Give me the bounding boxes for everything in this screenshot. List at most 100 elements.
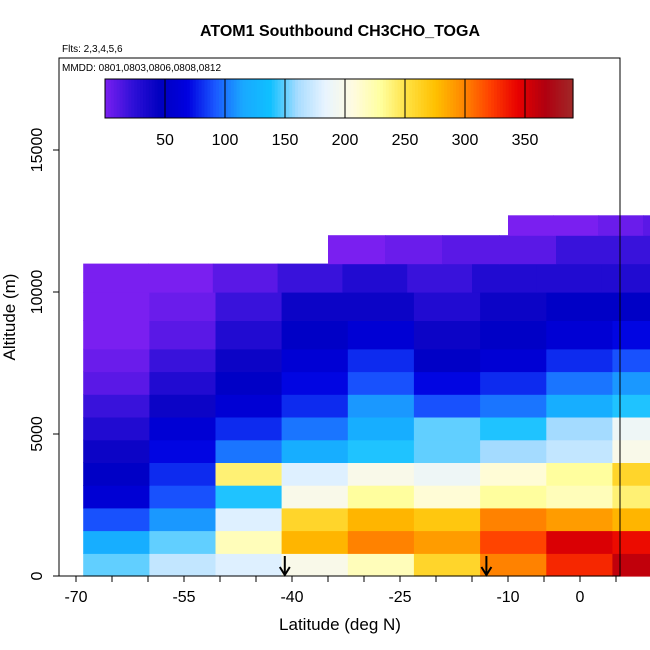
- colorbar-swatch: [195, 79, 200, 118]
- x-tick-label: -25: [388, 589, 411, 606]
- colorbar-swatch: [160, 79, 165, 118]
- heatmap-cell: [536, 263, 603, 293]
- colorbar-swatch: [438, 79, 442, 118]
- colorbar-swatch: [470, 79, 475, 118]
- colorbar-swatch: [315, 79, 320, 118]
- flight-arrow: [480, 556, 493, 577]
- x-tick-label: -55: [172, 589, 195, 606]
- heatmap-cell: [281, 439, 349, 463]
- colorbar-swatch: [450, 79, 454, 118]
- heatmap-cell: [480, 462, 547, 486]
- colorbar-swatch: [555, 79, 559, 118]
- dates-note: MMDD: 0801,0803,0806,0808,0812: [62, 63, 221, 74]
- heatmap-cell: [342, 263, 408, 293]
- colorbar-swatch: [216, 79, 220, 118]
- colorbar-swatch: [488, 79, 492, 118]
- colorbar-swatch: [265, 79, 270, 118]
- colorbar-swatch: [526, 79, 530, 118]
- heatmap-cell: [546, 485, 613, 509]
- colorbar-swatch: [134, 79, 138, 118]
- colorbar-tick-label: 250: [392, 132, 419, 149]
- colorbar-tick-label: 100: [212, 132, 239, 149]
- heatmap-cell: [215, 320, 283, 350]
- colorbar-swatch: [318, 79, 323, 118]
- colorbar-swatch: [113, 79, 118, 118]
- colorbar-swatch: [262, 79, 267, 118]
- heatmap-cell: [612, 553, 650, 577]
- heatmap-cell: [601, 263, 650, 293]
- flight-arrows: [278, 556, 493, 577]
- colorbar-swatch: [362, 79, 366, 118]
- colorbar-swatch: [499, 79, 504, 118]
- colorbar-swatch: [391, 79, 396, 118]
- heatmap-cell: [347, 292, 415, 321]
- colorbar-swatch: [415, 79, 419, 118]
- heatmap-cell: [413, 320, 481, 350]
- colorbar-swatch: [350, 79, 355, 118]
- heatmap-cell: [407, 263, 473, 293]
- heatmap-cell: [413, 394, 481, 418]
- heatmap-cell: [347, 507, 415, 532]
- heatmap-cell: [612, 292, 650, 321]
- heatmap-cell: [508, 215, 554, 236]
- heatmap-cell: [480, 417, 547, 441]
- colorbar-swatch: [183, 79, 188, 118]
- colorbar-swatch: [224, 79, 229, 118]
- colorbar-swatch: [204, 79, 208, 118]
- colorbar-swatch: [119, 79, 124, 118]
- colorbar-swatch: [137, 79, 141, 118]
- colorbar-swatch: [210, 79, 214, 118]
- x-tick-label: -10: [496, 589, 519, 606]
- heatmap-cell: [281, 292, 349, 321]
- colorbar-swatch: [514, 79, 519, 118]
- colorbar-swatch: [222, 79, 226, 118]
- heatmap-cell: [546, 394, 613, 418]
- heatmap-cell: [83, 263, 149, 293]
- colorbar-swatch: [230, 79, 235, 118]
- colorbar-swatch: [479, 79, 483, 118]
- heatmap-cell: [83, 292, 150, 321]
- heatmap-cell: [612, 485, 650, 509]
- colorbar-swatch: [344, 79, 349, 118]
- heatmap-cell: [553, 215, 599, 236]
- colorbar-swatch: [333, 79, 337, 118]
- colorbar-tick-label: 150: [272, 132, 299, 149]
- heatmap-cell: [83, 439, 150, 463]
- colorbar-swatch: [458, 79, 463, 118]
- colorbar-swatch: [546, 79, 551, 118]
- colorbar-swatch: [409, 79, 413, 118]
- heatmap-cell: [347, 394, 415, 418]
- heatmap-cell: [148, 263, 214, 293]
- heatmap-cell: [612, 439, 650, 463]
- colorbar-swatch: [377, 79, 381, 118]
- heatmap-cell: [612, 371, 650, 395]
- colorbar-swatch: [242, 79, 246, 118]
- heatmap-cell: [149, 320, 217, 350]
- heatmap-cell: [83, 371, 150, 395]
- colorbar-swatch: [388, 79, 393, 118]
- colorbar-swatch: [172, 79, 176, 118]
- colorbar-swatch: [429, 79, 434, 118]
- heatmap-cell: [385, 235, 443, 265]
- colorbar-swatch: [330, 79, 334, 118]
- heatmap-cell: [612, 320, 650, 350]
- heatmap-cell: [281, 320, 349, 350]
- heatmap-cell: [215, 348, 283, 373]
- colorbar-swatch: [213, 79, 217, 118]
- colorbar-swatch: [260, 79, 264, 118]
- colorbar-swatch: [289, 79, 293, 118]
- colorbar-swatch: [339, 79, 343, 118]
- heatmap-cell: [442, 235, 500, 265]
- heatmap-cell: [480, 530, 547, 554]
- heatmap-cell: [546, 320, 613, 350]
- heatmap-cell: [215, 462, 283, 486]
- colorbar-swatch: [534, 79, 539, 118]
- colorbar-swatch: [189, 79, 194, 118]
- colorbar-swatch: [116, 79, 121, 118]
- colorbar-swatch: [570, 79, 574, 118]
- colorbar-swatch: [341, 79, 346, 118]
- heatmap-cell: [83, 320, 150, 350]
- colorbar-swatch: [219, 79, 223, 118]
- heatmap-cell: [281, 371, 349, 395]
- colorbar-swatch: [379, 79, 384, 118]
